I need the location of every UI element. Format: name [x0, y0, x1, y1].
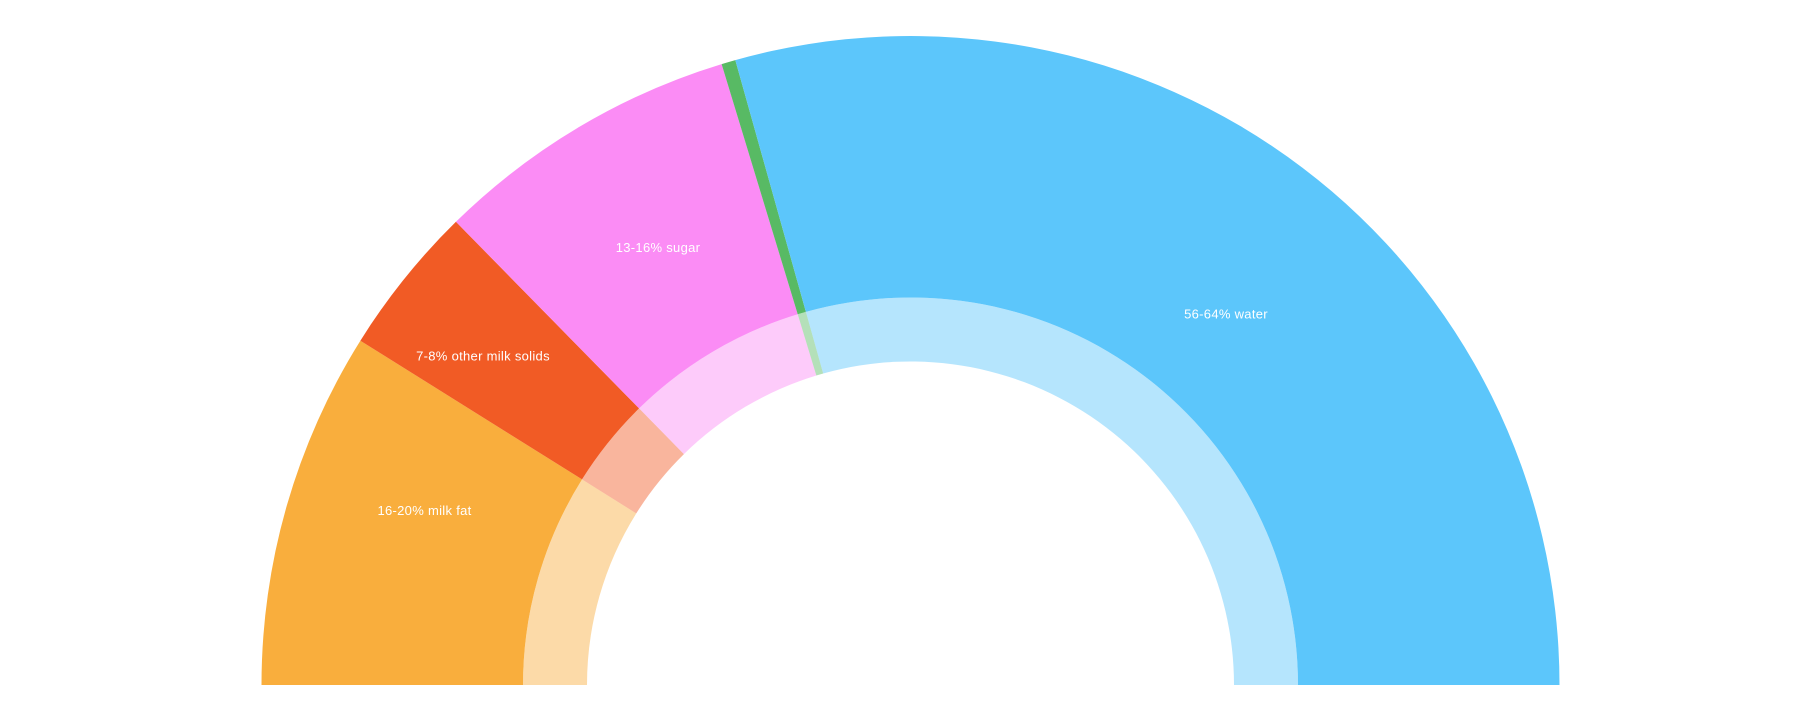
donut-segment-56-64-water[interactable] [735, 36, 1560, 686]
segment-label-16-20-milk-fat: 16-20% milk fat [377, 503, 471, 518]
inner-ring-segment-segment-3[interactable] [797, 311, 824, 376]
donut-segment-7-8-other-milk-solids[interactable] [360, 221, 640, 480]
donut-segment-13-16-sugar[interactable] [455, 64, 798, 409]
segment-label-56-64-water: 56-64% water [1184, 307, 1268, 322]
inner-ring-segment-16-20-milk-fat[interactable] [523, 479, 637, 685]
donut-segment-segment-3[interactable] [721, 60, 806, 315]
segment-label-7-8-other-milk-solids: 7-8% other milk solids [416, 349, 550, 364]
inner-ring-segment-7-8-other-milk-solids[interactable] [582, 408, 684, 514]
inner-ring-segment-13-16-sugar[interactable] [639, 314, 817, 455]
segment-label-13-16-sugar: 13-16% sugar [616, 240, 701, 255]
inner-ring-segment-56-64-water[interactable] [805, 297, 1298, 685]
donut-segment-16-20-milk-fat[interactable] [261, 340, 583, 685]
